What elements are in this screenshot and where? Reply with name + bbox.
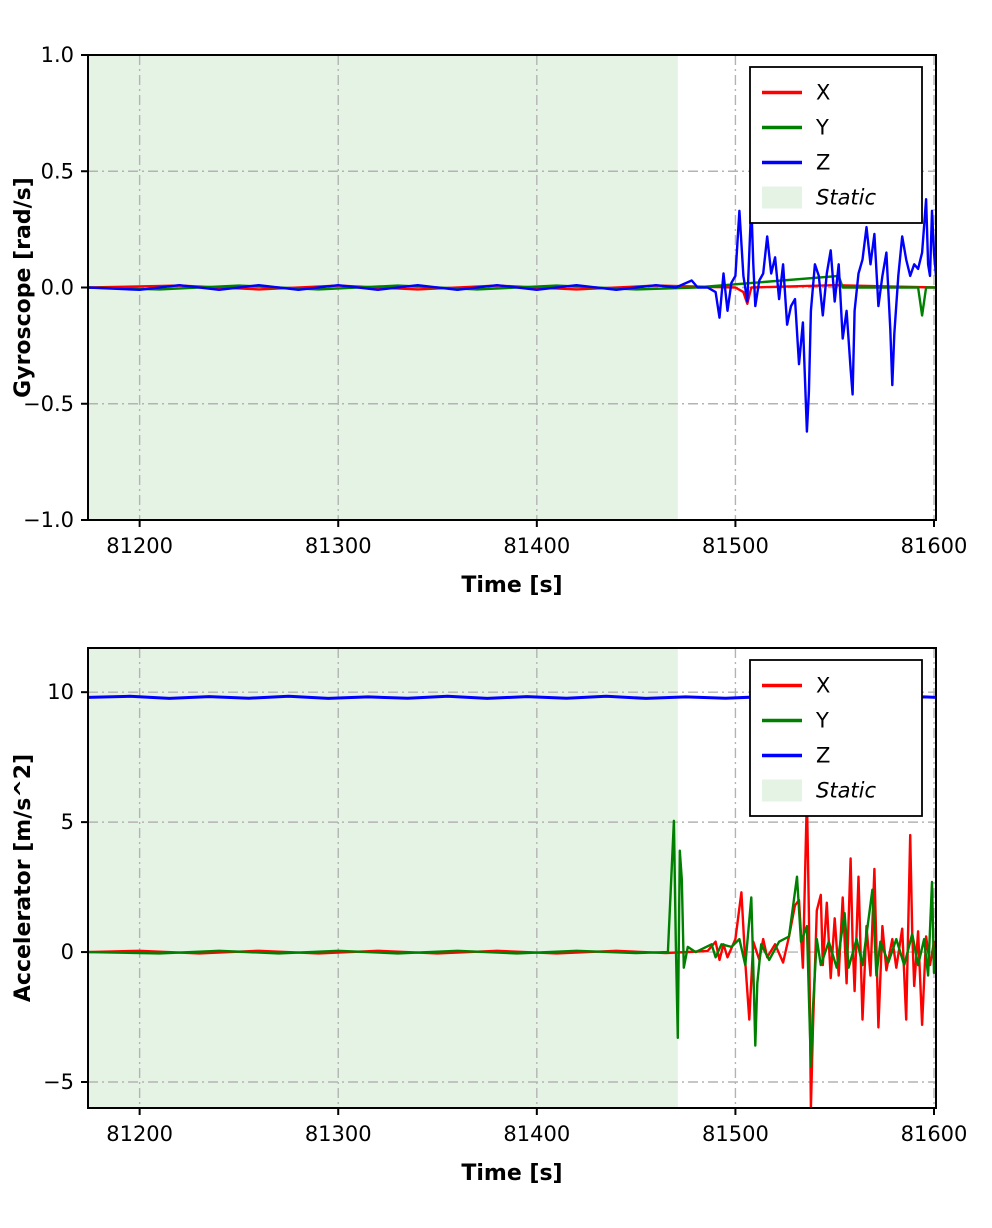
x-tick-label: 81600 — [901, 534, 968, 558]
legend-label-y: Y — [815, 709, 829, 733]
y-tick-label: −5 — [43, 1070, 74, 1094]
legend-label-static: Static — [816, 779, 877, 803]
legend-label-z: Z — [816, 744, 830, 768]
x-tick-label: 81400 — [503, 534, 570, 558]
x-tick-label: 81200 — [106, 534, 173, 558]
x-tick-label: 81400 — [503, 1122, 570, 1146]
x-tick-label: 81500 — [702, 534, 769, 558]
legend: XYZ Static — [749, 659, 923, 817]
series-lines — [88, 197, 936, 433]
legend-swatch-static — [762, 186, 802, 209]
legend-label-x: X — [816, 81, 830, 105]
y-tick-label: 5 — [61, 810, 74, 834]
y-tick-label: 1.0 — [41, 43, 74, 67]
x-tick-label: 81600 — [901, 1122, 968, 1146]
y-axis-label: Accelerator [m/s^2] — [11, 754, 36, 1002]
y-axis-label: Gyroscope [rad/s] — [11, 177, 36, 398]
series-y-line — [88, 819, 936, 1068]
y-tick-label: −1.0 — [23, 508, 74, 532]
y-tick-label: −0.5 — [23, 392, 74, 416]
legend-swatch-static — [762, 779, 802, 802]
x-axis-label: Time [s] — [461, 1161, 562, 1186]
static-region — [88, 648, 678, 1108]
legend-label-x: X — [816, 674, 830, 698]
y-tick-label: 0.0 — [41, 276, 74, 300]
y-tick-label: 0.5 — [41, 159, 74, 183]
y-tick-label: 10 — [47, 680, 74, 704]
x-tick-label: 81300 — [305, 534, 372, 558]
legend-label-z: Z — [816, 151, 830, 175]
series-z-line — [88, 197, 936, 433]
x-tick-label: 81500 — [702, 1122, 769, 1146]
legend-label-y: Y — [815, 116, 829, 140]
x-axis-label: Time [s] — [461, 573, 562, 598]
accelerator-chart: 81200 81300 81400 81500 81600 −5 0 5 10 Time [s] A… — [11, 647, 967, 1186]
x-tick-label: 81300 — [305, 1122, 372, 1146]
plot-frame — [87, 647, 937, 1109]
gyroscope-chart: 81200 81300 81400 81500 81600 −1.0 −0.5 0.0 0.5 1… — [11, 43, 967, 598]
legend: XYZ Static — [749, 66, 923, 224]
y-tick-label: 0 — [61, 940, 74, 964]
x-tick-label: 81200 — [106, 1122, 173, 1146]
axis-ticks: 81200 81300 81400 81500 81600 −5 0 5 10 — [43, 680, 967, 1146]
legend-label-static: Static — [816, 186, 877, 210]
axis-ticks: 81200 81300 81400 81500 81600 −1.0 −0.5 0.0 0.5 1… — [23, 43, 967, 558]
